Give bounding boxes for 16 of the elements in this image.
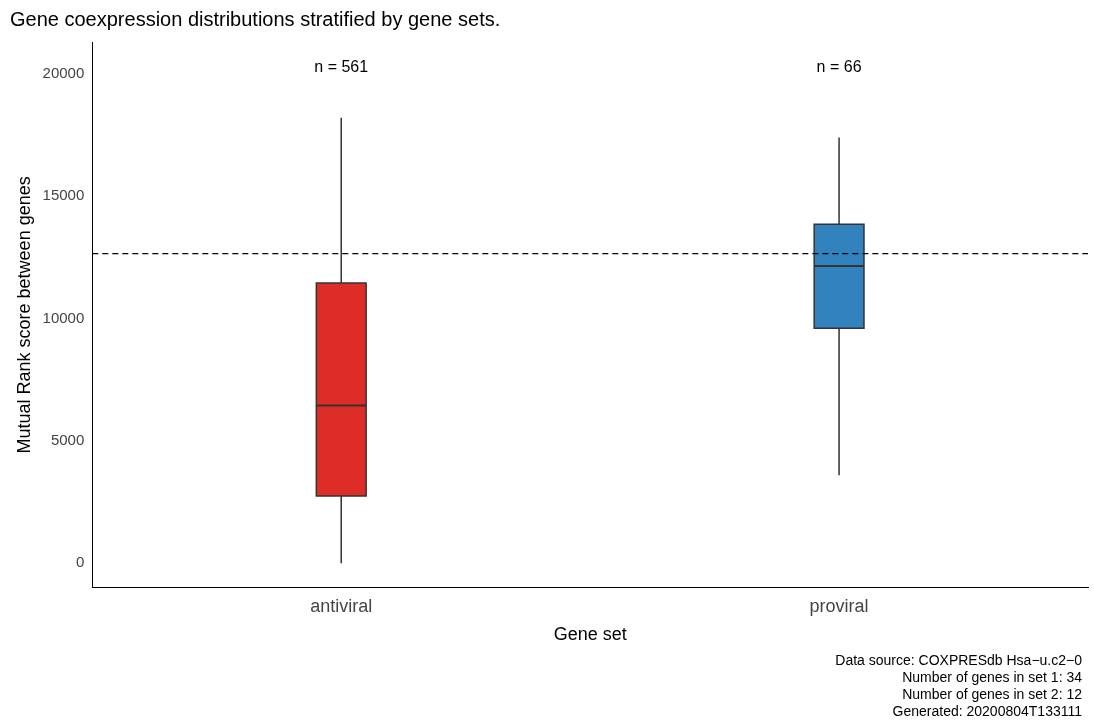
chart-title: Gene coexpression distributions stratified by gene sets. xyxy=(10,7,501,30)
y-tick-label: 15000 xyxy=(42,186,85,204)
x-axis-title: Gene set xyxy=(553,624,627,645)
text: Generated: 20200804T133111 xyxy=(891,703,1082,720)
annotation: n = 66 xyxy=(816,58,862,76)
text: Number of genes in set 1: 34 xyxy=(901,669,1082,686)
x-tick-label: proviral xyxy=(809,595,869,616)
y-tick-label: 20000 xyxy=(42,63,85,81)
y-tick-label: 5000 xyxy=(50,431,85,449)
y-tick-label: 0 xyxy=(75,553,85,571)
source-note: Data source: COXPRESdb Hsa−u.c2−0 xyxy=(835,652,1082,669)
y-tick-label: 10000 xyxy=(42,308,85,326)
y-axis-title: Mutual Rank score between genes xyxy=(13,176,34,454)
text: Number of genes in set 2: 12 xyxy=(901,686,1082,703)
x-tick-label: antiviral xyxy=(310,595,373,616)
annotation: n = 561 xyxy=(314,58,369,76)
